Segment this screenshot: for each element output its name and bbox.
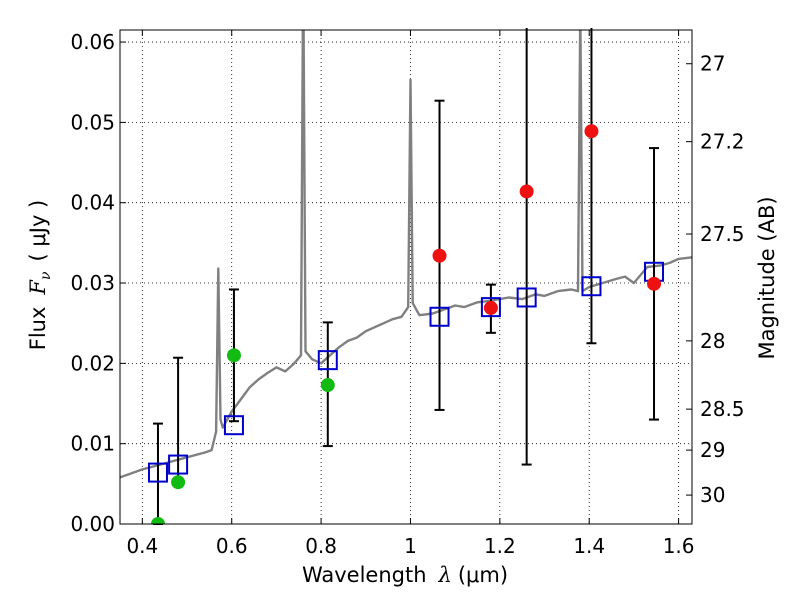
red-point (647, 276, 662, 291)
model-point (516, 287, 537, 308)
red-point (483, 300, 498, 315)
plot-frame (119, 29, 693, 525)
y2-tick-label: 27.5 (700, 222, 745, 246)
y-tick-label: 0.03 (70, 271, 115, 295)
y2-tick-label: 28 (700, 329, 725, 353)
x-tick-label: 1.2 (484, 534, 516, 558)
sed-line (120, 30, 692, 479)
y2-tick-label: 29 (700, 438, 725, 462)
y2-tick-label: 30 (700, 483, 725, 507)
green-point (171, 475, 186, 490)
y-tick-label: 0.00 (70, 512, 115, 536)
sed-spectrum (120, 30, 692, 479)
red-point (519, 184, 534, 199)
x-axis-label: Wavelength λ (μm) (302, 563, 508, 587)
y-tick-label: 0.04 (70, 191, 115, 215)
model-point (168, 454, 189, 475)
model-point (480, 297, 501, 318)
x-tick-label: 0.8 (305, 534, 337, 558)
y-tick-label: 0.06 (70, 30, 115, 54)
y2-tick-labels: 27 27.2 27.5 28 28.5 29 30 (700, 52, 745, 507)
x-tick-label: 1 (404, 534, 417, 558)
model-point (147, 462, 168, 483)
model-point (317, 350, 338, 371)
x-tick-label: 0.4 (126, 534, 158, 558)
x-tick-label: 0.6 (216, 534, 248, 558)
y2-tick-label: 27 (700, 52, 725, 76)
model-point (429, 306, 450, 327)
red-point (432, 248, 447, 263)
green-point (150, 517, 165, 524)
x-tick-label: 1.6 (663, 534, 695, 558)
x-tick-labels: 0.4 0.6 0.8 1 1.2 1.4 1.6 (126, 534, 694, 558)
green-point (320, 378, 335, 393)
data-points (147, 124, 665, 524)
y-axis-label: FluxFν( μJy ) (26, 200, 54, 350)
y2-tick-label: 27.2 (700, 130, 745, 154)
y-tick-labels: 0.00 0.01 0.02 0.03 0.04 0.05 0.06 (70, 30, 115, 536)
y-tick-label: 0.05 (70, 110, 115, 134)
tick-marks (120, 30, 692, 525)
y2-axis-label: Magnitude (AB) (755, 196, 779, 359)
y2-tick-label: 28.5 (700, 397, 745, 421)
model-point (223, 415, 244, 436)
y-tick-label: 0.01 (70, 432, 115, 456)
model-point (581, 276, 602, 297)
red-point (584, 124, 599, 139)
y-tick-label: 0.02 (70, 351, 115, 375)
grid (120, 30, 692, 525)
x-tick-label: 1.4 (573, 534, 605, 558)
green-point (226, 348, 241, 363)
